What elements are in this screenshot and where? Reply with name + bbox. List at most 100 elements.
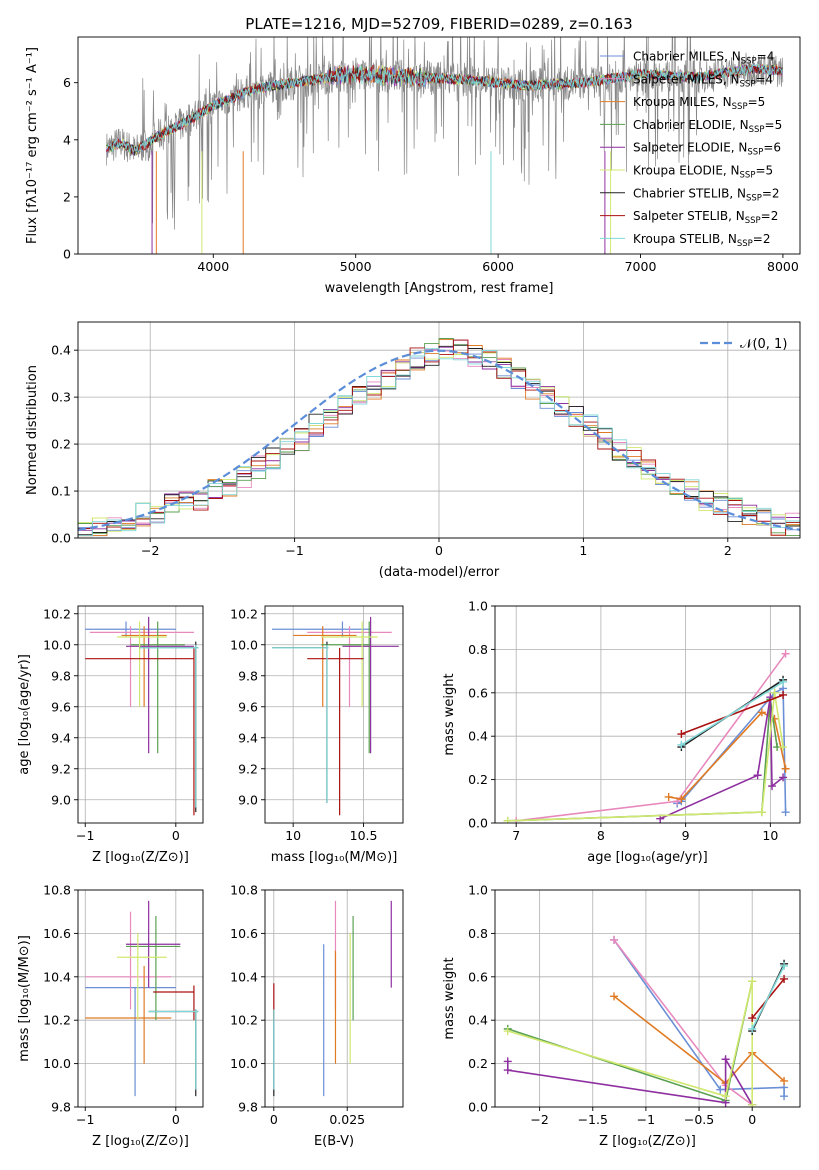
y-tick-label: 10.4 bbox=[43, 969, 71, 984]
weight-marker-salpeter_stelib bbox=[780, 974, 789, 983]
y-tick-label: 9.2 bbox=[238, 761, 258, 776]
x-axis-label: wavelength [Angstrom, rest frame] bbox=[325, 281, 554, 296]
errorbars bbox=[85, 616, 199, 816]
weight-marker-salpeter_miles bbox=[781, 649, 790, 658]
y-tick-label: 6 bbox=[63, 75, 71, 90]
weight-marker-kroupa_miles bbox=[664, 792, 673, 801]
y-tick-label: 10.8 bbox=[43, 883, 71, 898]
y-tick-label: 0.0 bbox=[51, 531, 71, 546]
weight-marker-kroupa_elodie bbox=[721, 1092, 730, 1101]
weight-line-salpeter_stelib bbox=[681, 694, 784, 735]
weight-line-kroupa_elodie bbox=[507, 980, 753, 1105]
x-axis-label: Z [log₁₀(Z/Z⊙)] bbox=[599, 1134, 696, 1149]
y-tick-label: 10.0 bbox=[230, 1056, 258, 1071]
y-tick-label: 9.2 bbox=[51, 761, 71, 776]
weight-marker-kroupa_stelib bbox=[677, 740, 686, 749]
y-tick-label: 0 bbox=[63, 247, 71, 262]
x-axis-label: Z [log₁₀(Z/Z⊙)] bbox=[92, 850, 189, 865]
weight-marker-kroupa_elodie bbox=[757, 808, 766, 817]
x-tick-label: 0 bbox=[435, 543, 443, 558]
x-tick-label: 0 bbox=[748, 1112, 756, 1127]
weight-marker-salpeter_elodie bbox=[503, 1066, 512, 1075]
legend-label: Kroupa MILES, NSSP=5 bbox=[633, 95, 765, 112]
x-axis-label: mass [log₁₀(M/M⊙)] bbox=[271, 850, 398, 865]
model-spectrum-kroupa_stelib bbox=[106, 63, 783, 154]
weight-marker-kroupa_elodie bbox=[748, 977, 757, 986]
panel-spectrum: 4000 5000 6000 7000 8000 0 2 4 6 wavelength [Angs… bbox=[25, 15, 801, 296]
axes-frame bbox=[77, 36, 801, 255]
weight-marker-salpeter_miles bbox=[610, 935, 619, 944]
spectrum-lines bbox=[106, 37, 784, 254]
normal-curve bbox=[78, 349, 800, 531]
legend-label: Salpeter ELODIE, NSSP=6 bbox=[633, 141, 781, 158]
y-tick-label: 9.0 bbox=[51, 792, 71, 807]
panel-mass_vs_ebv: 0 0.025 9.8 10.0 10.2 10.4 10.6 10.8 E(B-V) bbox=[230, 883, 404, 1149]
errorbars bbox=[85, 900, 199, 1097]
y-tick-label: 0.2 bbox=[51, 437, 71, 452]
x-tick-label: −2 bbox=[141, 543, 159, 558]
y-tick-label: 9.4 bbox=[238, 730, 258, 745]
weight-line-chabrier_elodie bbox=[507, 699, 778, 822]
x-axis-label: Z [log₁₀(Z/Z⊙)] bbox=[92, 1134, 189, 1149]
legend-label: 𝒩(0, 1) bbox=[740, 337, 787, 352]
x-tick-label: 1 bbox=[579, 543, 587, 558]
panel-age_vs_mass: 10 10.5 9.0 9.2 9.4 9.6 9.8 10.0 10.2 mass [log₁₀… bbox=[230, 605, 404, 865]
weight-marker-kroupa_elodie bbox=[748, 1100, 757, 1107]
weight-marker-kroupa_elodie bbox=[779, 743, 788, 752]
axes-frame bbox=[494, 889, 801, 1108]
y-tick-label: 0.8 bbox=[468, 926, 488, 941]
x-tick-label: 0 bbox=[270, 1112, 278, 1127]
x-tick-label: 8 bbox=[597, 828, 605, 843]
axes-frame bbox=[264, 889, 404, 1108]
panel-weight_vs_z: −2 −1.5 −1 −0.5 0 0.0 0.2 0.4 0.6 0.8 1.0 Z [log₁₀(… bbox=[442, 883, 801, 1149]
y-tick-label: 10.2 bbox=[230, 1013, 258, 1028]
y-tick-label: 10.8 bbox=[230, 883, 258, 898]
axes-frame bbox=[77, 605, 204, 824]
weight-line-salpeter_miles bbox=[613, 939, 753, 1106]
y-tick-label: 1.0 bbox=[468, 599, 488, 614]
weight-marker-salpeter_elodie bbox=[768, 782, 777, 791]
legend-label: Chabrier STELIB, NSSP=2 bbox=[633, 186, 780, 203]
y-tick-label: 10.4 bbox=[230, 969, 258, 984]
x-axis-label: age [log₁₀(age/yr)] bbox=[587, 850, 708, 865]
legend-label: Salpeter MILES, NSSP=4 bbox=[633, 72, 773, 89]
x-tick-label: 5000 bbox=[340, 259, 372, 274]
legend-label: Chabrier MILES, NSSP=4 bbox=[633, 50, 774, 67]
x-tick-label: 10 bbox=[762, 828, 778, 843]
model-spectrum-salpeter_stelib bbox=[106, 64, 783, 155]
weight-marker-salpeter_elodie bbox=[503, 1057, 512, 1066]
y-tick-label: 0.2 bbox=[468, 1056, 488, 1071]
panel-mass_vs_z: −1 0 9.8 10.0 10.2 10.4 10.6 10.8 Z [log₁₀(Z/Z⊙)… bbox=[17, 883, 204, 1149]
y-tick-label: 1.0 bbox=[468, 883, 488, 898]
weight-marker-salpeter_elodie bbox=[779, 773, 788, 782]
legend-label: Chabrier ELODIE, NSSP=5 bbox=[633, 118, 782, 135]
weight-marker-kroupa_miles bbox=[780, 1076, 789, 1085]
y-tick-label: 0.0 bbox=[468, 816, 488, 831]
weight-marker-kroupa_elodie bbox=[503, 816, 512, 823]
weight-marker-salpeter_stelib bbox=[779, 690, 788, 699]
x-tick-label: 6000 bbox=[482, 259, 514, 274]
y-tick-label: 0.2 bbox=[468, 772, 488, 787]
y-axis-label: Flux [fλ10⁻¹⁷ erg cm⁻² s⁻¹ A⁻¹] bbox=[25, 47, 40, 244]
y-axis-label: age [log₁₀(age/yr)] bbox=[17, 654, 32, 775]
x-tick-label: −2 bbox=[530, 1112, 548, 1127]
y-tick-label: 0.0 bbox=[468, 1100, 488, 1115]
y-tick-label: 2 bbox=[63, 189, 71, 204]
x-tick-label: 10.5 bbox=[350, 828, 378, 843]
chart-title: PLATE=1216, MJD=52709, FIBERID=0289, z=0… bbox=[245, 15, 632, 33]
y-tick-label: 9.6 bbox=[238, 699, 258, 714]
y-tick-label: 10.0 bbox=[43, 1056, 71, 1071]
y-tick-label: 9.8 bbox=[238, 668, 258, 683]
x-tick-label: −1.5 bbox=[578, 1112, 608, 1127]
y-tick-label: 10.0 bbox=[230, 637, 258, 652]
weight-line-salpeter_miles bbox=[516, 653, 787, 822]
x-tick-label: 0 bbox=[172, 828, 180, 843]
legend-label: Kroupa STELIB, NSSP=2 bbox=[633, 232, 771, 249]
y-tick-label: 0.6 bbox=[468, 969, 488, 984]
x-tick-label: 7 bbox=[512, 828, 520, 843]
y-tick-label: 0.3 bbox=[51, 390, 71, 405]
y-tick-label: 9.8 bbox=[51, 668, 71, 683]
y-tick-label: 0.6 bbox=[468, 685, 488, 700]
panel-age_vs_z: −1 0 9.0 9.2 9.4 9.6 9.8 10.0 10.2 Z [log₁₀(Z/Z⊙)… bbox=[17, 605, 204, 865]
x-tick-label: −1 bbox=[637, 1112, 655, 1127]
